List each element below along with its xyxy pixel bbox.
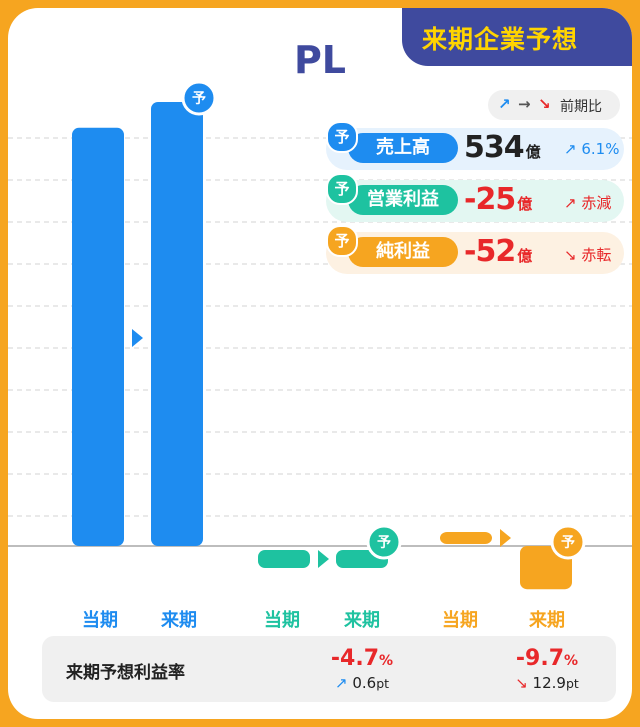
bar-0-1: [151, 102, 203, 546]
forecast-badge-icon: 予: [326, 225, 358, 257]
period-label-net-prev: 当期: [442, 610, 478, 631]
kpi-change: ↗ 6.1%: [564, 140, 620, 158]
forecast-badge-icon: [366, 524, 402, 560]
period-label-sales-next: 来期: [161, 610, 197, 631]
trend-arrow: [500, 529, 511, 547]
op-margin-value: -4.7%: [330, 646, 394, 671]
forecast-badge-icon: [550, 524, 586, 560]
bar-0-0: [72, 127, 124, 547]
margin-summary-box: 来期予想利益率 -4.7% ↗ 0.6pt -9.7% ↘ 12.9pt: [42, 636, 616, 702]
forecast-badge-text: 予: [561, 535, 575, 551]
right-arrow-icon: →: [518, 95, 531, 113]
forecast-badge-icon: [181, 80, 217, 116]
corner-tag-label: 来期企業予想: [422, 25, 579, 54]
period-label-sales-prev: 当期: [82, 610, 118, 631]
forecast-badge-text: 予: [377, 535, 391, 551]
kpi-change: ↗ 赤減: [564, 194, 612, 212]
net-margin-change: ↘ 12.9pt: [515, 674, 579, 692]
up-arrow-icon: ↗: [334, 674, 348, 692]
change-arrow-icon: ↗: [564, 194, 577, 212]
kpi-label: 売上高: [348, 133, 458, 163]
margin-label: 来期予想利益率: [66, 663, 185, 683]
kpi-change: ↘ 赤転: [564, 246, 612, 264]
kpi-value: 534 億: [464, 130, 541, 165]
kpi-value: -25 億: [464, 182, 532, 217]
period-label-op-prev: 当期: [264, 610, 300, 631]
period-label-op-next: 来期: [344, 610, 380, 631]
up-arrow-icon: ↗: [498, 95, 511, 113]
trend-arrow: [318, 550, 329, 568]
period-label-net-next: 来期: [529, 610, 565, 631]
pl-card: 来期企業予想 PL 予予予 ↗ → ↘ 前期比 売上高 予 534 億 ↗ 6.1…: [8, 8, 632, 719]
legend-label: 前期比: [560, 99, 602, 115]
forecast-badge-icon: 予: [326, 173, 358, 205]
trend-arrow: [132, 329, 143, 347]
net-margin-value: -9.7%: [515, 646, 579, 671]
chart-title: PL: [293, 38, 347, 82]
kpi-label: 営業利益: [348, 185, 458, 215]
kpi-net-profit: 純利益 予 -52 億 ↘ 赤転: [326, 225, 624, 274]
down-arrow-icon: ↘: [538, 95, 551, 113]
bar-2-0: [440, 532, 492, 544]
change-arrow-icon: ↗: [564, 140, 577, 158]
change-arrow-icon: ↘: [564, 246, 577, 264]
kpi-sales: 売上高 予 534 億 ↗ 6.1%: [326, 121, 624, 170]
bar-1-0: [258, 550, 310, 568]
pl-bar-chart: 予予予: [8, 80, 632, 590]
down-arrow-icon: ↘: [515, 674, 528, 692]
forecast-corner-tag: 来期企業予想: [402, 8, 632, 66]
kpi-value: -52 億: [464, 234, 532, 269]
op-margin-change: ↗ 0.6pt: [334, 674, 390, 692]
legend-pill: ↗ → ↘ 前期比: [488, 90, 620, 120]
forecast-badge-text: 予: [192, 91, 206, 107]
forecast-badge-icon: 予: [326, 121, 358, 153]
kpi-label: 純利益: [348, 237, 458, 267]
kpi-operating-profit: 営業利益 予 -25 億 ↗ 赤減: [326, 173, 624, 222]
